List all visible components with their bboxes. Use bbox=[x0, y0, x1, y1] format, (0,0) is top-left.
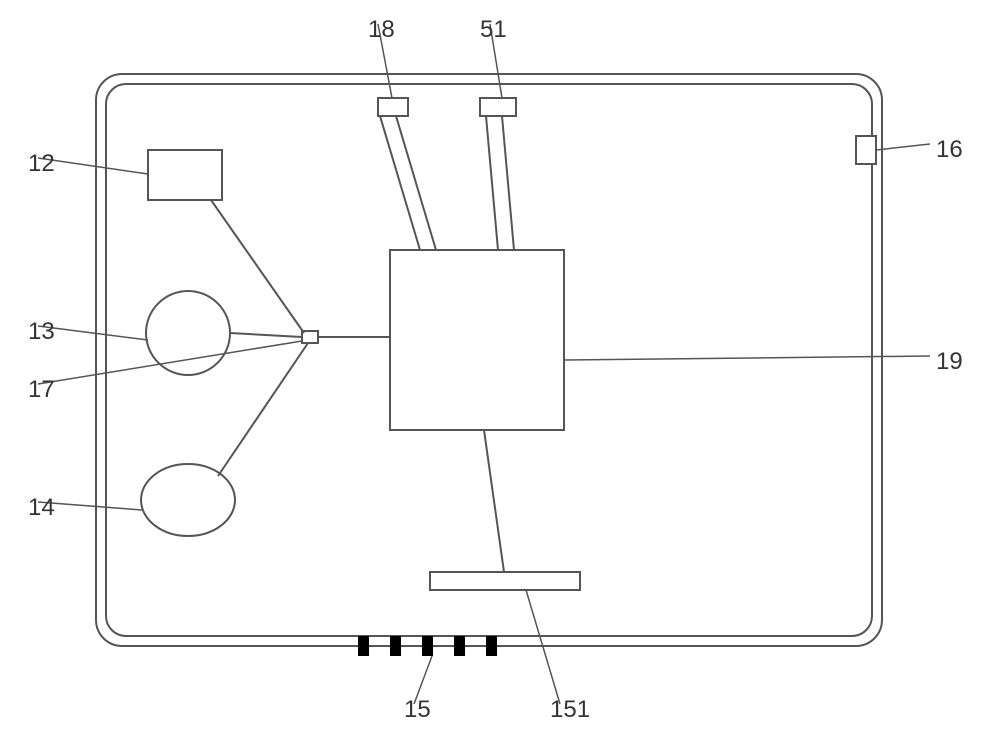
label-16: 16 bbox=[936, 136, 963, 164]
label-14: 14 bbox=[28, 494, 55, 522]
label-13: 13 bbox=[28, 318, 55, 346]
label-19: 19 bbox=[936, 348, 963, 376]
label-17: 17 bbox=[28, 376, 55, 404]
label-15: 15 bbox=[404, 696, 431, 724]
label-12: 12 bbox=[28, 150, 55, 178]
label-18: 18 bbox=[368, 16, 395, 44]
diagram-svg bbox=[0, 0, 1000, 740]
label-51: 51 bbox=[480, 16, 507, 44]
label-151: 151 bbox=[550, 696, 590, 724]
